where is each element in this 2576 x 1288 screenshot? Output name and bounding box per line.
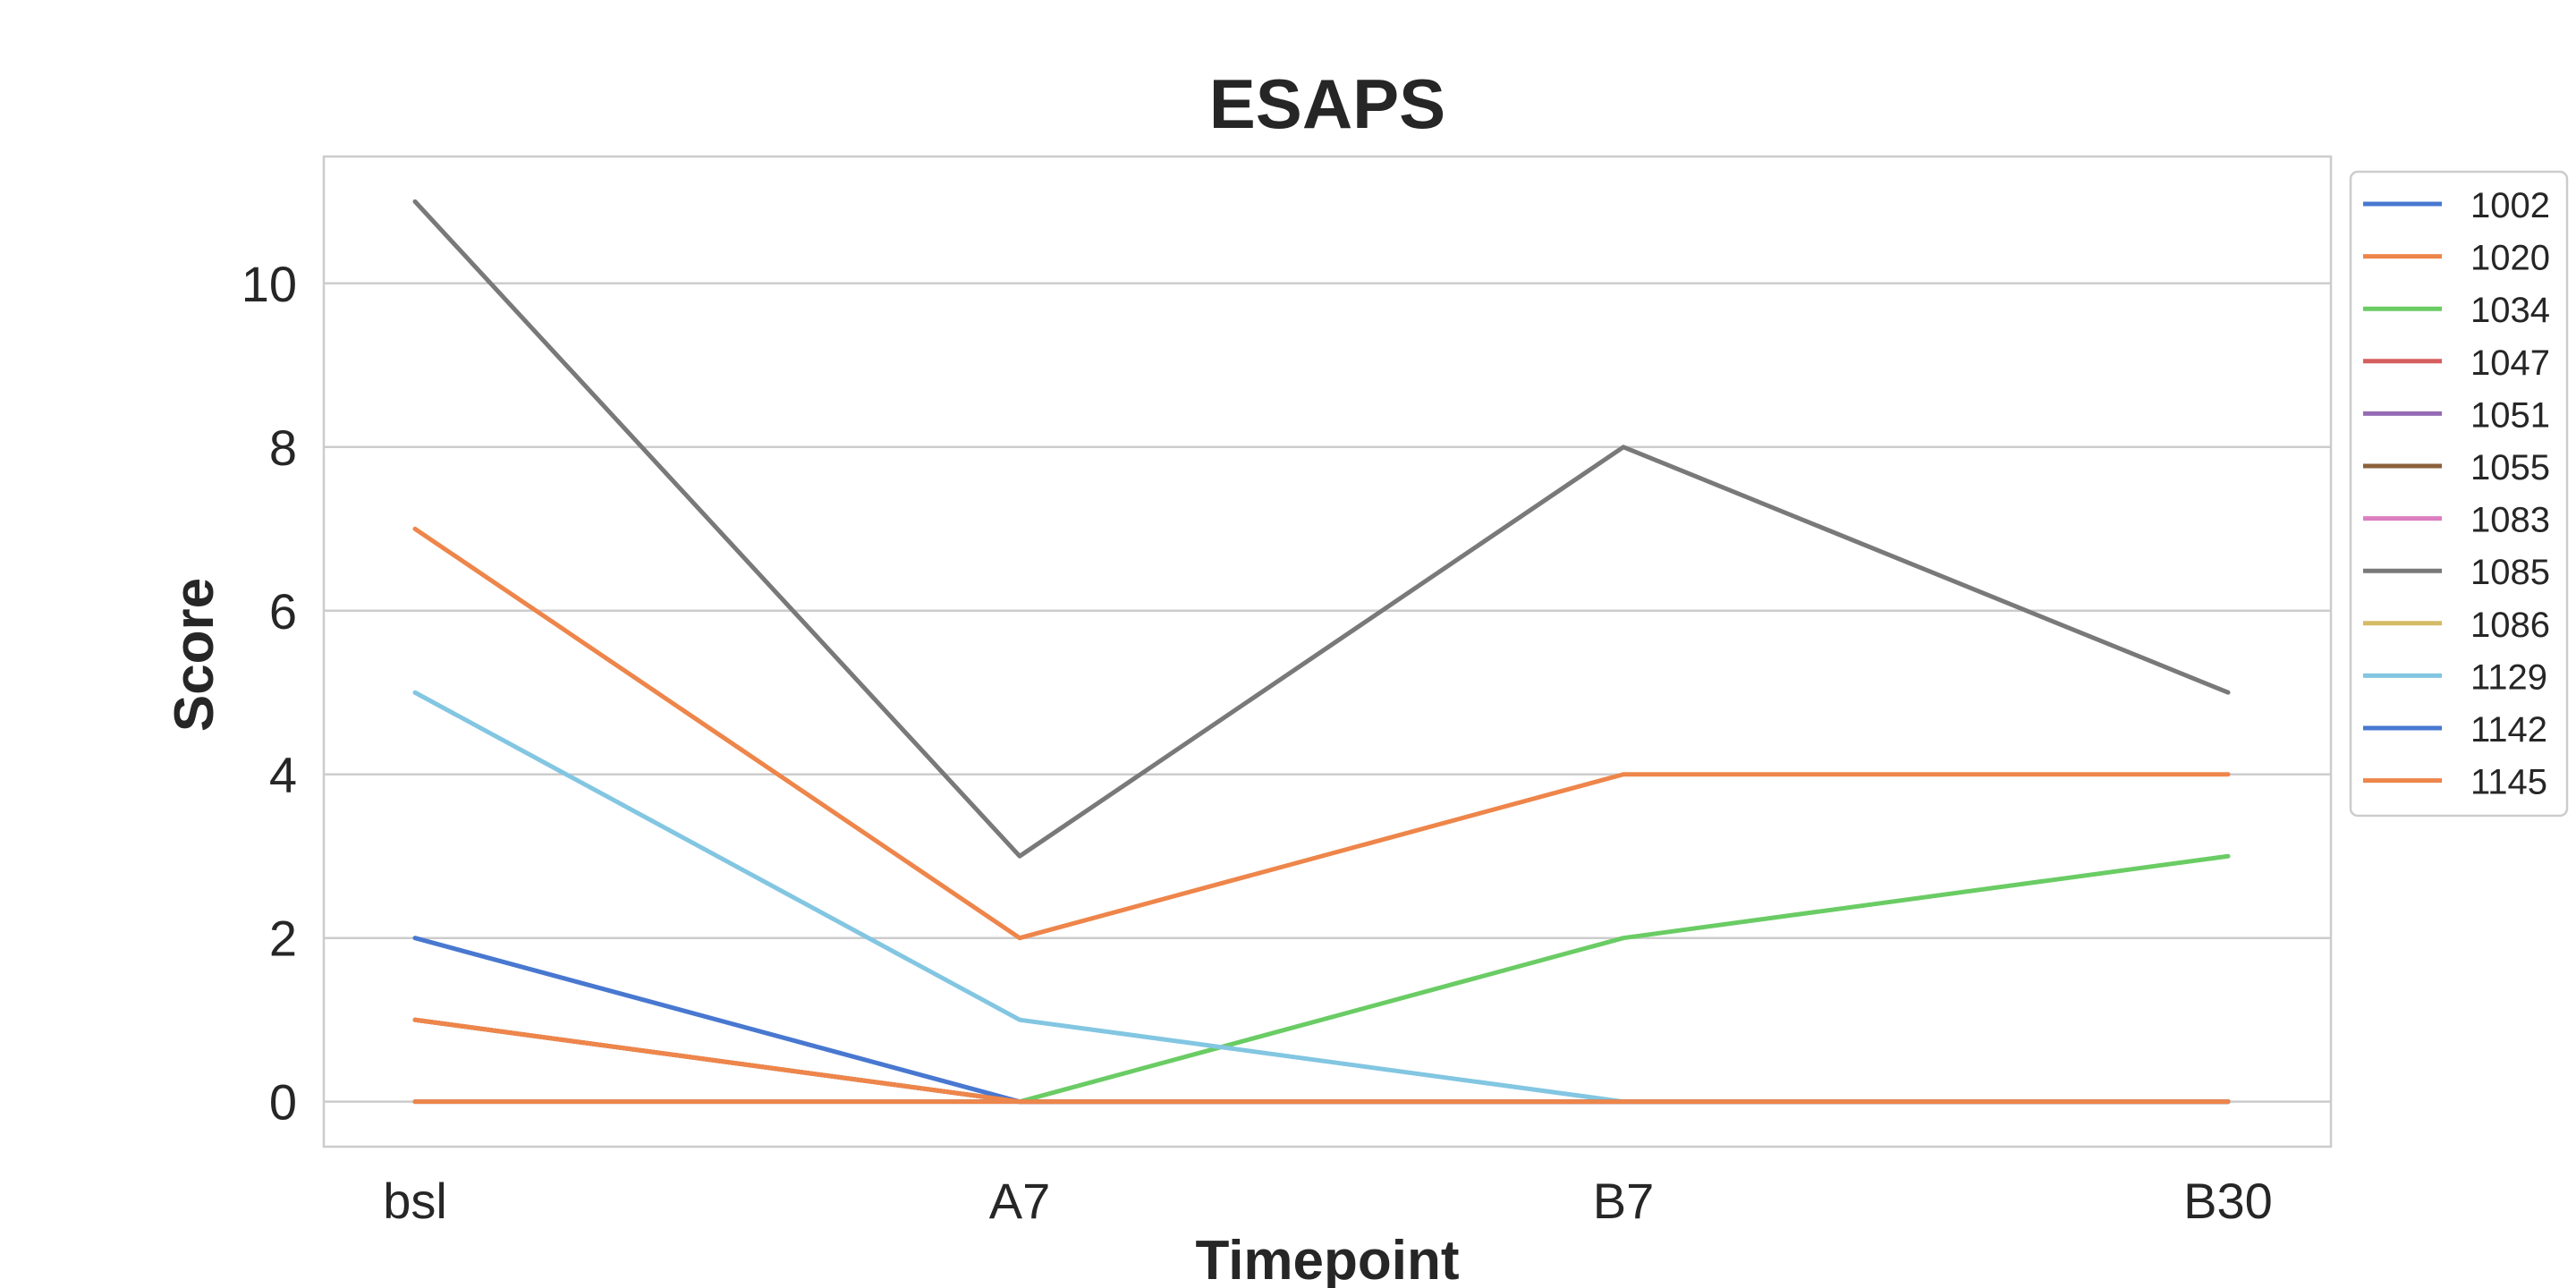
legend-label: 1129 bbox=[2470, 657, 2547, 697]
x-tick-label: bsl bbox=[383, 1173, 447, 1229]
x-tick-label: B30 bbox=[2183, 1173, 2273, 1229]
legend-label: 1055 bbox=[2470, 448, 2550, 487]
legend: 1002 1020 1034 1047 1051 1055 1083 1085 1086 1129… bbox=[2349, 170, 2569, 818]
legend-label: 1083 bbox=[2470, 501, 2550, 540]
y-tick-label: 2 bbox=[269, 911, 297, 967]
y-tick-label: 6 bbox=[269, 583, 297, 640]
y-tick-label: 8 bbox=[269, 419, 297, 476]
y-tick-label: 0 bbox=[269, 1074, 297, 1131]
legend-label: 1002 bbox=[2470, 186, 2550, 225]
legend-label: 1051 bbox=[2470, 395, 2550, 435]
legend-label: 1142 bbox=[2470, 710, 2547, 750]
x-tick-label: A7 bbox=[989, 1173, 1051, 1229]
legend-label: 1047 bbox=[2470, 343, 2550, 383]
y-tick-label: 10 bbox=[242, 256, 297, 312]
legend-label: 1020 bbox=[2470, 239, 2550, 278]
legend-label: 1086 bbox=[2470, 606, 2550, 645]
legend-label: 1034 bbox=[2470, 291, 2550, 330]
x-axis-label: Timepoint bbox=[1195, 1230, 1459, 1288]
legend-frame bbox=[2349, 170, 2569, 818]
y-tick-labels: 0 2 4 6 8 10 bbox=[242, 256, 297, 1131]
y-tick-label: 4 bbox=[269, 747, 297, 803]
x-tick-labels: bsl A7 B7 B30 bbox=[383, 1173, 2273, 1229]
x-tick-label: B7 bbox=[1593, 1173, 1655, 1229]
plot-frame bbox=[322, 155, 2333, 1148]
series-lines bbox=[412, 199, 2231, 1105]
series-line-extra bbox=[412, 1017, 2231, 1105]
series-line-1085 bbox=[412, 199, 2231, 859]
y-axis-label: Score bbox=[164, 578, 225, 732]
legend-label: 1145 bbox=[2470, 763, 2547, 802]
chart-title: ESAPS bbox=[1209, 64, 1445, 143]
series-line-1145 bbox=[412, 526, 2231, 941]
legend-label: 1085 bbox=[2470, 553, 2550, 592]
